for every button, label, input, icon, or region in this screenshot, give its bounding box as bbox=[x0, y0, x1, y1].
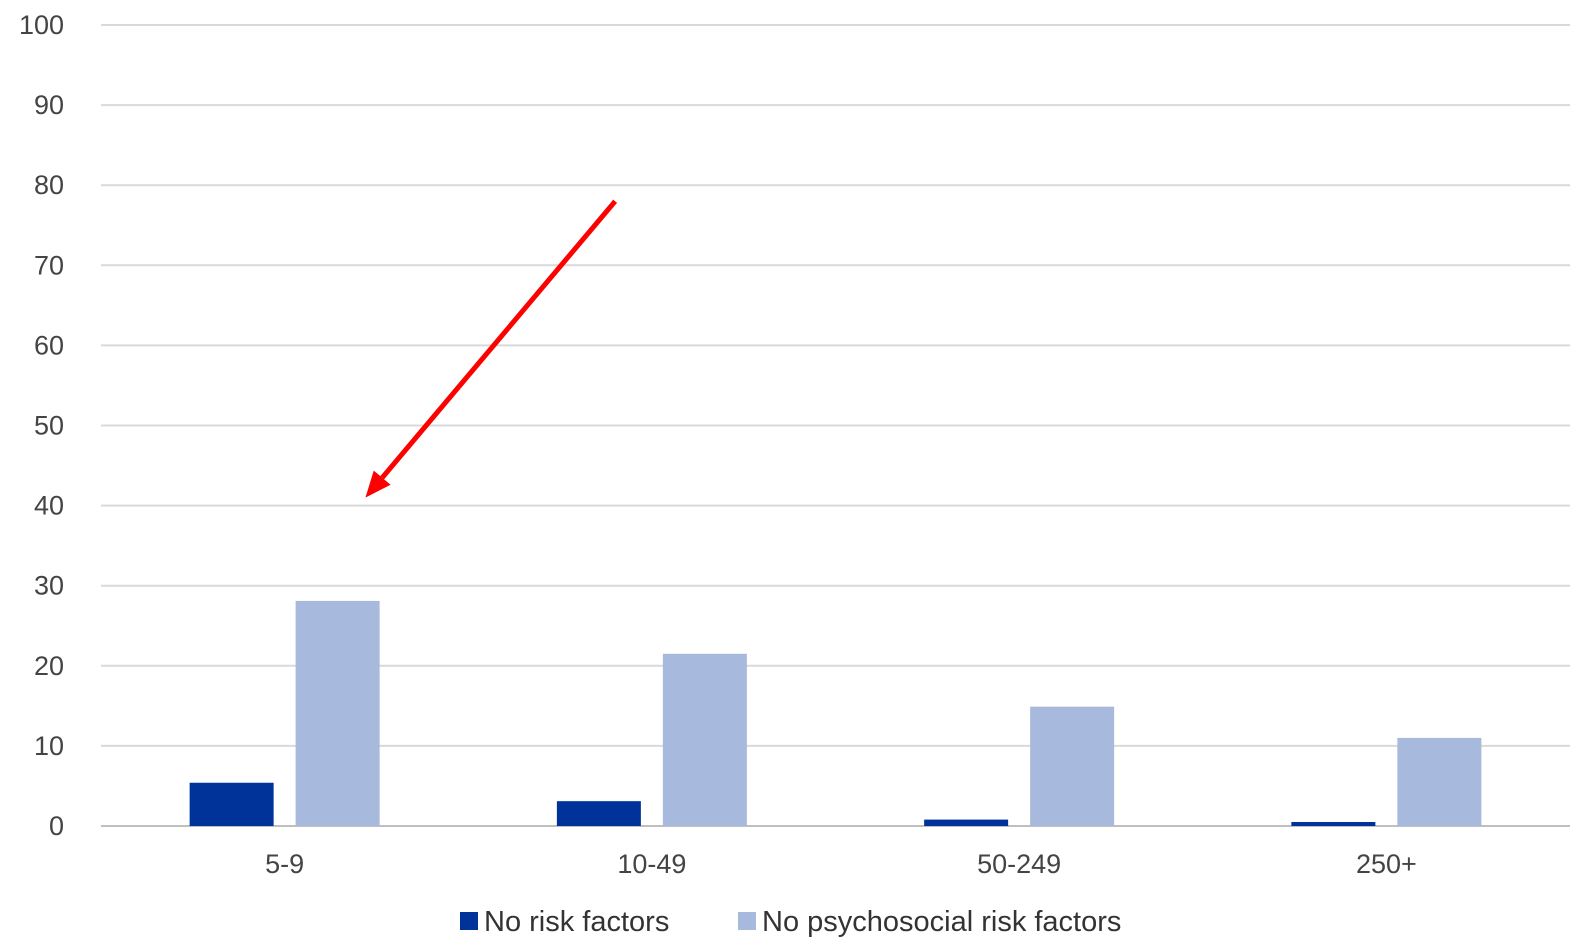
arrow-head bbox=[365, 470, 391, 498]
x-tick-label: 250+ bbox=[1356, 849, 1417, 879]
y-tick-label: 80 bbox=[34, 170, 64, 200]
bar-no-psychosocial-risk-factors-250+ bbox=[1397, 737, 1482, 826]
bar-no-risk-factors-10-49 bbox=[556, 801, 641, 826]
bar-no-risk-factors-5-9 bbox=[189, 782, 274, 826]
legend-no-psychosocial-risk-factors: No psychosocial risk factors bbox=[738, 906, 1121, 938]
y-tick-label: 0 bbox=[49, 811, 64, 841]
legend-no-risk-factors: No risk factors bbox=[460, 906, 669, 938]
x-axis: 5-9 10-49 50-249 250+ bbox=[265, 849, 1417, 879]
legend-swatch bbox=[738, 912, 756, 930]
y-tick-label: 70 bbox=[34, 250, 64, 280]
legend-label: No risk factors bbox=[484, 906, 669, 938]
bar-no-risk-factors-50-249 bbox=[924, 819, 1009, 826]
annotation-arrow bbox=[365, 199, 618, 498]
x-tick-label: 10-49 bbox=[617, 849, 686, 879]
bar-no-risk-factors-250+ bbox=[1291, 821, 1376, 826]
y-tick-label: 20 bbox=[34, 651, 64, 681]
bar-no-psychosocial-risk-factors-50-249 bbox=[1030, 706, 1115, 826]
y-tick-label: 30 bbox=[34, 571, 64, 601]
y-tick-label: 90 bbox=[34, 90, 64, 120]
y-tick-label: 50 bbox=[34, 411, 64, 441]
y-tick-label: 40 bbox=[34, 491, 64, 521]
arrow-shaft bbox=[380, 199, 618, 480]
bar-no-psychosocial-risk-factors-10-49 bbox=[662, 653, 747, 826]
bars bbox=[189, 600, 1482, 826]
y-axis: 0 10 20 30 40 50 60 70 80 90 100 bbox=[19, 10, 64, 841]
y-tick-label: 100 bbox=[19, 10, 64, 40]
x-tick-label: 5-9 bbox=[265, 849, 304, 879]
legend: No risk factors No psychosocial risk fact… bbox=[460, 906, 1121, 938]
legend-label: No psychosocial risk factors bbox=[762, 906, 1121, 938]
y-tick-label: 60 bbox=[34, 330, 64, 360]
legend-swatch bbox=[460, 912, 478, 930]
bar-no-psychosocial-risk-factors-5-9 bbox=[295, 600, 380, 826]
x-tick-label: 50-249 bbox=[977, 849, 1061, 879]
y-tick-label: 10 bbox=[34, 731, 64, 761]
